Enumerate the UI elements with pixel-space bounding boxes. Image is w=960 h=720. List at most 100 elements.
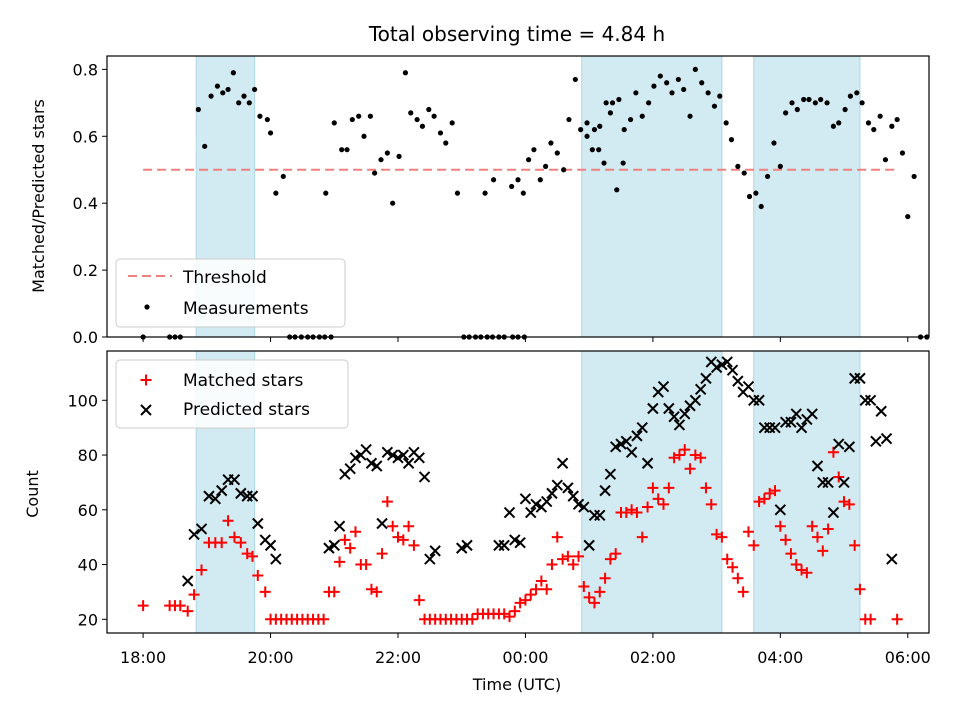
data-points xyxy=(137,66,930,625)
measurement-point xyxy=(633,90,639,96)
matched-star-point xyxy=(376,548,388,560)
highlight-spans xyxy=(195,55,861,634)
measurement-point xyxy=(877,113,883,119)
matched-star-point xyxy=(657,498,669,510)
predicted-star-point xyxy=(182,575,194,587)
matched-star-point xyxy=(578,580,590,592)
predicted-star-point xyxy=(870,435,882,448)
matched-star-point xyxy=(222,515,234,527)
matched-star-point xyxy=(684,463,696,475)
predicted-star-point xyxy=(209,493,222,505)
measurement-point xyxy=(728,137,735,143)
matched-star-point xyxy=(413,594,425,606)
measurement-point xyxy=(818,96,824,103)
predicted-star-point xyxy=(880,432,893,445)
matched-star-point xyxy=(174,600,186,612)
measurement-point xyxy=(431,113,437,119)
matched-star-point xyxy=(604,553,616,565)
predicted-star-point xyxy=(498,539,510,552)
matched-star-point xyxy=(228,531,240,543)
predicted-star-point xyxy=(827,506,840,519)
matched-star-point xyxy=(594,586,606,598)
measurement-point xyxy=(609,100,616,106)
predicted-star-point xyxy=(647,402,659,415)
matched-star-point xyxy=(188,589,200,601)
measurement-point xyxy=(771,140,777,146)
predicted-star-point xyxy=(875,405,887,417)
measurement-point xyxy=(202,143,208,149)
measurement-point xyxy=(390,200,396,206)
highlight-span xyxy=(581,55,723,338)
measurement-point xyxy=(651,83,657,89)
legend-box-top xyxy=(115,258,346,328)
measurement-point xyxy=(548,140,554,146)
legend-measurements-label: Measurements xyxy=(183,299,309,319)
measurement-point xyxy=(323,190,329,196)
legend-threshold-label: Threshold xyxy=(182,268,267,288)
measurement-point xyxy=(889,123,895,129)
predicted-star-point xyxy=(620,435,633,448)
measurement-point xyxy=(490,177,497,183)
predicted-star-point xyxy=(822,476,834,489)
legends: Threshold Measurements Matched stars Predic… xyxy=(115,258,349,429)
measurement-point xyxy=(437,130,444,136)
predicted-star-point xyxy=(625,446,638,459)
y-tick-label: 0.0 xyxy=(73,328,98,347)
measurement-point xyxy=(842,106,848,113)
measurement-point xyxy=(824,100,830,106)
predicted-star-point xyxy=(811,460,824,472)
measurement-point xyxy=(607,110,613,116)
measurement-point xyxy=(589,147,595,153)
y-tick-label: 40 xyxy=(78,556,98,575)
predicted-star-point xyxy=(264,539,277,552)
predicted-star-point xyxy=(188,528,200,541)
predicted-star-point xyxy=(270,553,282,565)
x-tick-label: 22:00 xyxy=(375,648,421,667)
measurement-point xyxy=(882,157,889,163)
measurement-point xyxy=(801,96,807,103)
matched-star-point xyxy=(642,501,654,513)
x-tick-label: 00:00 xyxy=(502,648,548,667)
predicted-star-point xyxy=(461,539,473,552)
matched-star-point xyxy=(339,534,351,546)
measurement-point xyxy=(681,86,687,93)
predicted-star-point xyxy=(519,493,532,505)
measurement-point xyxy=(331,120,337,126)
predicted-star-point xyxy=(429,545,441,557)
matched-star-point xyxy=(567,559,579,571)
y-tick-label: 100 xyxy=(67,391,98,410)
measurement-point xyxy=(246,100,252,106)
matched-star-point xyxy=(509,605,521,617)
matched-star-point xyxy=(737,586,749,598)
matched-star-point xyxy=(865,613,877,625)
predicted-star-point xyxy=(636,421,648,434)
matched-star-point xyxy=(246,550,258,562)
matched-star-point xyxy=(334,556,346,568)
measurement-point xyxy=(794,106,800,113)
measurement-point xyxy=(561,167,567,173)
measurement-point xyxy=(225,86,231,93)
matched-star-point xyxy=(252,570,264,582)
measurement-point xyxy=(344,147,350,153)
measurement-point xyxy=(669,90,675,96)
measurement-point xyxy=(601,160,607,166)
predicted-star-point xyxy=(583,539,595,552)
matched-star-point xyxy=(196,564,208,576)
measurement-point xyxy=(554,150,560,156)
matched-star-point xyxy=(562,550,574,562)
measurement-point xyxy=(699,80,705,86)
matched-star-point xyxy=(780,534,792,546)
matched-star-point xyxy=(673,449,685,461)
matched-star-point xyxy=(748,539,760,551)
matched-star-point xyxy=(705,498,717,510)
measurement-point xyxy=(894,116,900,123)
measurement-point xyxy=(620,160,626,166)
chart-title: Total observing time = 4.84 h xyxy=(368,22,665,46)
measurement-point xyxy=(252,86,258,93)
y-tick-label: 0.6 xyxy=(73,127,98,146)
predicted-star-point xyxy=(252,517,264,530)
matched-star-point xyxy=(525,589,537,601)
matched-star-point xyxy=(504,611,516,623)
matched-star-point xyxy=(235,537,247,549)
predicted-star-point xyxy=(657,380,670,393)
